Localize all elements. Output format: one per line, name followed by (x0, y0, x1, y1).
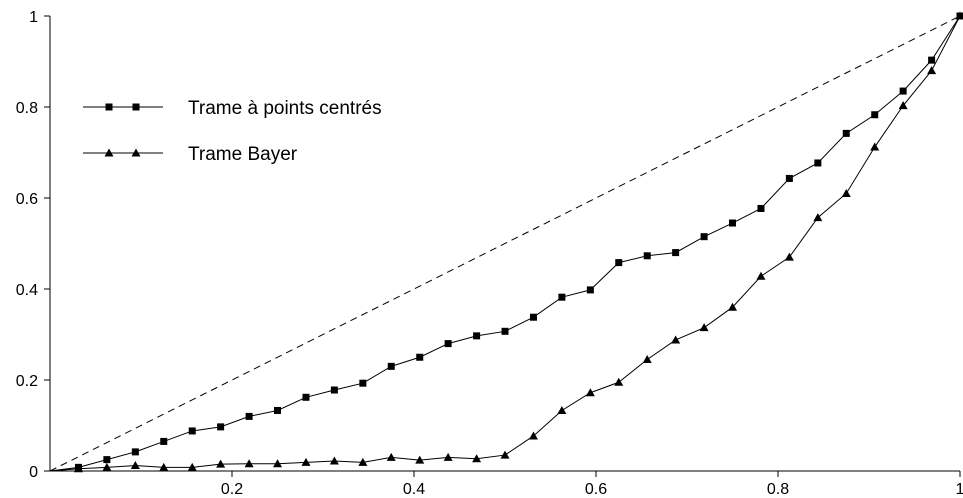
data-point-bayer (500, 450, 510, 459)
data-point-centres (501, 327, 509, 335)
y-tick-label: 0.2 (16, 373, 38, 390)
data-point-centres (473, 332, 481, 340)
data-point-centres (672, 249, 680, 257)
x-tick-label: 0.4 (403, 481, 425, 498)
data-point-centres (928, 56, 936, 64)
data-point-bayer (813, 213, 823, 222)
data-point-centres (444, 340, 452, 348)
y-tick-label: 0.4 (16, 282, 38, 299)
diagonal-reference-line (49, 15, 961, 472)
axes: 0.2 0.4 0.6 0.8 1 0 0.2 0.4 0.6 0.8 1 (16, 9, 963, 498)
y-tick-label: 1 (29, 9, 38, 26)
data-point-centres (785, 174, 793, 182)
data-point-bayer (728, 302, 737, 311)
legend-label-centres: Trame à points centrés (188, 98, 382, 119)
data-point-centres (700, 233, 708, 241)
legend-marker-bayer (131, 148, 141, 157)
legend-marker-centres (105, 103, 113, 111)
legend-marker-centres (132, 103, 140, 111)
x-tick-label: 0.2 (221, 481, 243, 498)
data-point-bayer (870, 142, 880, 151)
data-point-centres (729, 219, 736, 227)
x-tick-label: 1 (956, 481, 963, 498)
plot-area (49, 11, 963, 473)
data-point-bayer (472, 454, 482, 463)
data-point-bayer (927, 66, 937, 75)
data-point-centres (160, 437, 168, 445)
data-point-bayer (102, 462, 112, 471)
data-point-centres (387, 362, 395, 370)
data-point-centres (586, 286, 594, 294)
data-point-centres (615, 259, 623, 267)
data-point-centres (245, 412, 253, 420)
data-point-bayer (159, 462, 169, 471)
y-tick-label: 0.8 (16, 100, 38, 117)
data-point-bayer (557, 405, 567, 414)
data-point-centres (188, 427, 196, 435)
series-centres (49, 12, 963, 472)
data-point-bayer (528, 431, 538, 440)
data-point-bayer (841, 188, 851, 197)
data-point-bayer (614, 377, 624, 386)
data-point-centres (416, 353, 424, 361)
legend-label-bayer: Trame Bayer (188, 144, 298, 165)
data-point-bayer (756, 271, 766, 280)
data-point-bayer (130, 461, 140, 470)
data-point-centres (814, 159, 822, 167)
data-point-centres (131, 448, 139, 456)
data-point-bayer (273, 459, 282, 468)
data-point-bayer (585, 388, 595, 397)
data-point-centres (330, 386, 338, 394)
data-point-bayer (216, 459, 226, 468)
data-point-bayer (244, 459, 254, 468)
x-tick-label: 0.6 (585, 481, 607, 498)
data-point-centres (103, 456, 111, 464)
data-point-bayer (301, 457, 311, 466)
data-point-bayer (671, 335, 681, 344)
x-tick-label: 0.8 (767, 481, 789, 498)
data-point-bayer (955, 11, 963, 20)
data-point-centres (842, 129, 850, 137)
data-point-bayer (443, 452, 453, 461)
y-tick-label: 0.6 (16, 191, 38, 208)
legend-marker-bayer (104, 148, 114, 157)
data-point-bayer (358, 457, 368, 466)
data-point-centres (302, 393, 310, 401)
data-point-bayer (415, 455, 425, 464)
data-point-bayer (642, 355, 652, 364)
data-point-centres (217, 423, 225, 431)
data-point-bayer (784, 252, 794, 261)
data-point-centres (274, 406, 281, 414)
data-point-bayer (73, 464, 83, 473)
data-point-bayer (329, 456, 339, 465)
data-point-centres (529, 313, 537, 321)
data-point-bayer (386, 452, 396, 461)
data-point-bayer (898, 101, 908, 110)
data-point-centres (558, 293, 566, 301)
data-point-centres (757, 204, 765, 212)
legend: Trame à points centrés Trame Bayer (83, 98, 382, 165)
data-point-bayer (187, 462, 197, 471)
data-point-centres (871, 111, 879, 119)
data-point-bayer (699, 323, 709, 332)
series-bayer (49, 11, 963, 473)
reference-line-group (49, 15, 961, 472)
data-point-centres (899, 87, 907, 95)
data-point-centres (643, 252, 651, 260)
y-tick-label: 0 (29, 464, 38, 481)
data-point-centres (359, 379, 367, 387)
